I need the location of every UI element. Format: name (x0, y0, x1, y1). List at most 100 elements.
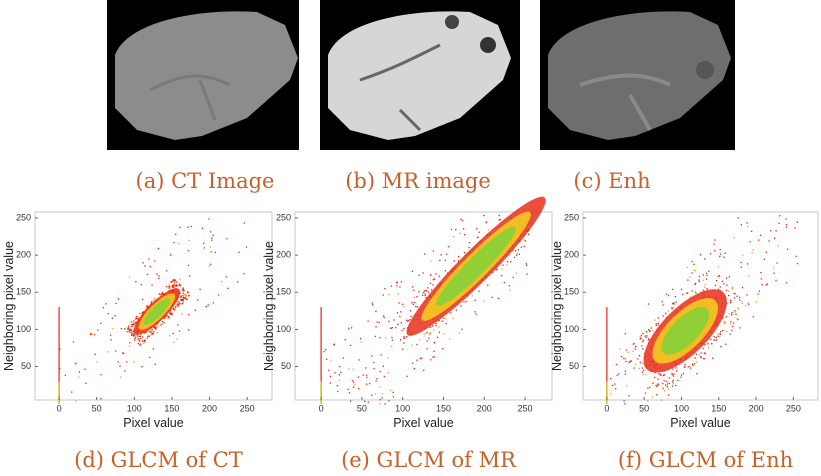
density-dot (672, 385, 673, 386)
density-dot (726, 331, 727, 332)
density-dot (148, 258, 149, 259)
density-dot (206, 306, 207, 307)
density-dot (646, 335, 647, 336)
density-dot (651, 327, 652, 328)
density-dot (740, 262, 741, 263)
density-dot (131, 324, 132, 325)
density-dot (528, 234, 529, 235)
density-dot (687, 267, 688, 268)
density-dot (112, 318, 113, 319)
density-dot (449, 338, 450, 339)
density-dot (407, 321, 408, 322)
density-dot (160, 294, 161, 295)
density-dot (246, 246, 247, 247)
enh-image (540, 0, 735, 150)
density-dot (779, 215, 780, 216)
density-dot (700, 356, 701, 357)
density-dot (479, 232, 480, 233)
density-dot (176, 281, 177, 282)
density-dot (745, 305, 746, 306)
density-dot (751, 252, 752, 253)
density-dot (427, 287, 428, 288)
density-dot (227, 288, 228, 289)
density-dot (372, 302, 373, 303)
density-dot (144, 265, 145, 266)
density-dot (424, 291, 425, 292)
density-dot (673, 375, 674, 376)
density-dot (786, 282, 787, 283)
density-dot (731, 312, 732, 313)
density-dot (698, 281, 699, 282)
density-dot (677, 380, 678, 381)
density-dot (210, 231, 211, 232)
density-dot (170, 286, 171, 287)
density-dot (112, 328, 113, 329)
density-dot (91, 333, 92, 334)
density-dot (703, 280, 704, 281)
density-dot (734, 297, 735, 298)
density-dot (736, 296, 737, 297)
density-dot (403, 336, 404, 337)
density-dot (691, 272, 692, 273)
density-dot (189, 240, 190, 241)
density-dot (353, 382, 354, 383)
density-dot (134, 324, 135, 325)
density-dot (787, 249, 788, 250)
density-dot (720, 249, 721, 250)
density-dot (633, 344, 634, 345)
density-dot (139, 313, 140, 314)
x-tick-label: 200 (477, 403, 492, 413)
density-dot (453, 236, 454, 237)
density-dot (760, 272, 761, 273)
density-dot (695, 291, 696, 292)
density-dot (761, 278, 762, 279)
density-dot (430, 327, 431, 328)
density-dot (176, 339, 177, 340)
density-dot (500, 219, 501, 220)
density-dot (654, 377, 655, 378)
density-dot (399, 286, 400, 287)
density-dot (100, 398, 101, 399)
density-dot (411, 302, 412, 303)
density-dot (424, 334, 425, 335)
density-dot (147, 274, 148, 275)
density-dot (502, 265, 503, 266)
density-dot (448, 246, 449, 247)
density-dot (775, 280, 776, 281)
density-dot (673, 383, 674, 384)
density-dot (147, 336, 148, 337)
glcm-plot: 05010015020025050100150200250Pixel value… (550, 212, 818, 472)
density-dot (392, 392, 393, 393)
density-dot (412, 271, 413, 272)
density-dot (673, 302, 674, 303)
density-dot (139, 341, 140, 342)
density-dot (714, 250, 715, 251)
density-dot (150, 334, 151, 335)
density-dot (115, 350, 116, 351)
density-dot (353, 386, 354, 387)
density-dot (128, 325, 129, 326)
density-dot (352, 380, 353, 381)
density-dot (652, 396, 653, 397)
density-dot (65, 375, 66, 376)
density-dot (399, 302, 400, 303)
density-dot (512, 277, 513, 278)
density-dot (747, 302, 748, 303)
density-dot (417, 306, 418, 307)
density-dot (178, 243, 179, 244)
density-dot (177, 305, 178, 306)
density-dot (704, 352, 705, 353)
density-dot (179, 278, 180, 279)
density-dot (375, 393, 376, 394)
density-dot (375, 326, 376, 327)
density-dot (729, 313, 730, 314)
density-dot (640, 362, 641, 363)
density-dot (419, 339, 420, 340)
density-dot (748, 276, 749, 277)
density-dot (729, 333, 730, 334)
density-dot (750, 241, 751, 242)
density-dot (486, 222, 487, 223)
density-dot (695, 292, 696, 293)
density-dot (366, 377, 367, 378)
density-dot (632, 351, 633, 352)
